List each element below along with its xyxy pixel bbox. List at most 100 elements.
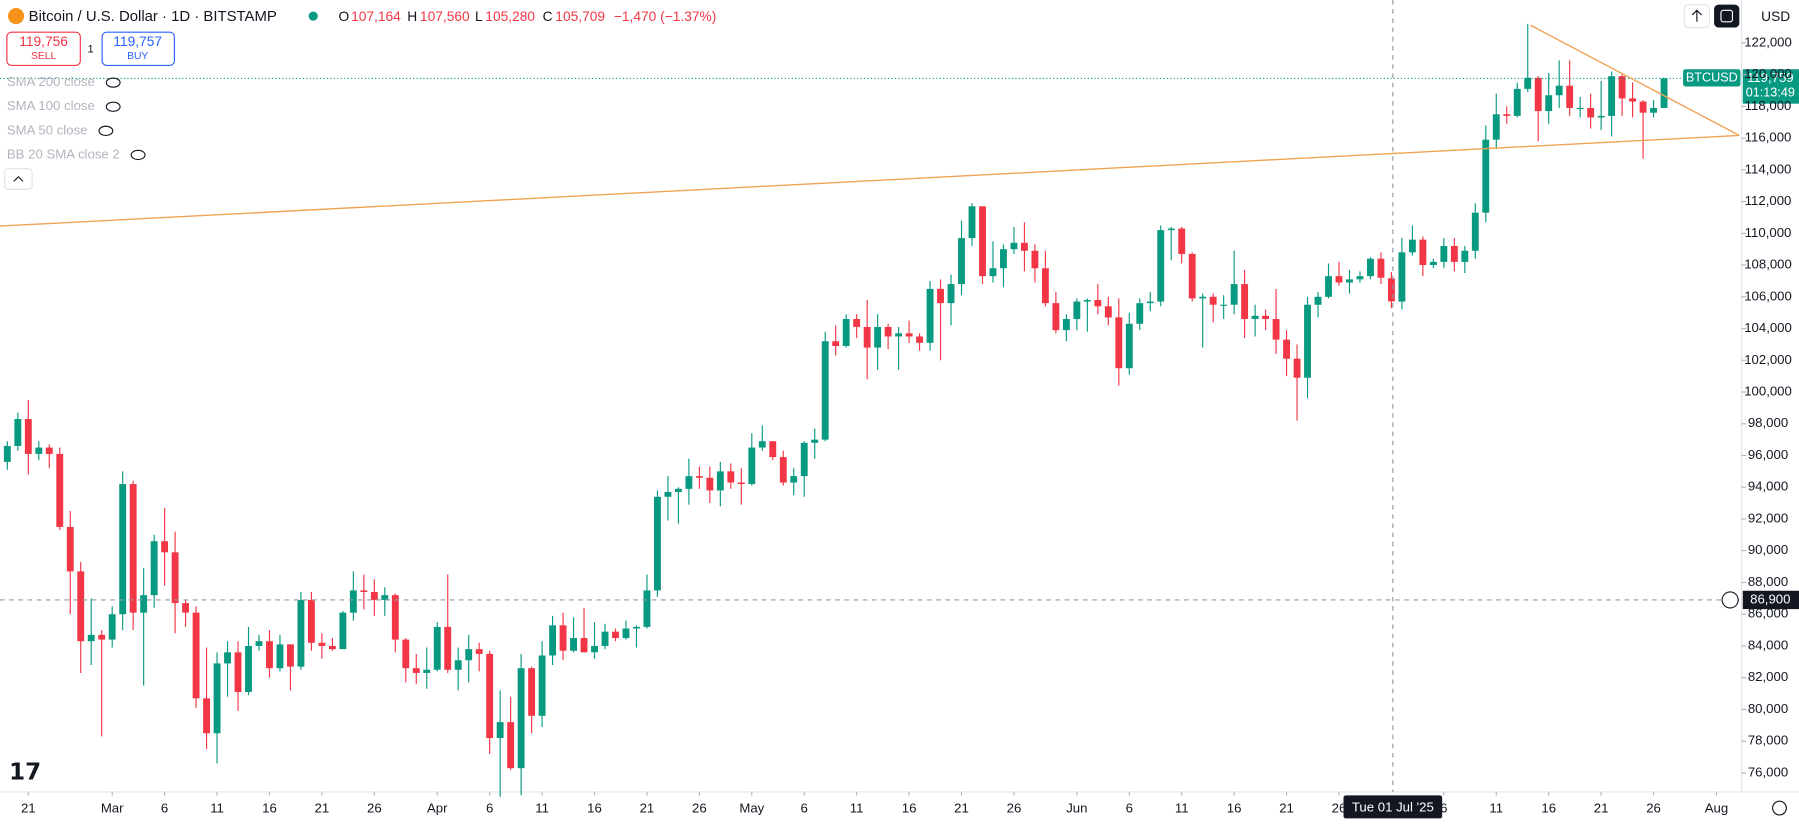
visibility-icon [105,77,121,88]
buy-button[interactable] [101,31,175,66]
legend-change: −1,470 (−1.37%) [614,9,717,24]
x-tick-label: Mar [101,801,124,816]
candle-body [1503,114,1511,116]
candle-body [224,652,231,664]
candle-body [716,471,724,491]
collapse-button[interactable] [4,168,33,190]
status-dot [308,11,318,21]
candle-body [1230,284,1238,305]
visibility-icon [105,101,121,112]
candle-body [1031,250,1039,269]
candle-body [674,488,682,493]
candle-body [1524,77,1532,89]
candle-body [213,663,221,734]
candle-body [958,238,965,285]
candle-body [748,447,756,485]
candle-body [66,526,74,572]
candle-body [1513,88,1521,116]
candle-body [633,626,640,629]
candle-body [1251,315,1259,320]
price-tag-countdown: 01:13:49 [1746,86,1795,100]
candle-body [1167,228,1175,231]
candle-body [905,333,913,337]
legend-h: H [407,9,417,24]
candle-body [926,288,934,343]
x-tick-label: 26 [367,801,382,816]
candle-body [370,591,378,600]
x-tick-label: 6 [161,801,168,816]
x-tick-label: 16 [1227,801,1242,816]
legend-h-value: 107,560 [420,9,470,24]
y-tick-label: 88,000 [1748,574,1788,589]
y-tick-label: 122,000 [1744,34,1792,49]
candle-body [1398,252,1406,302]
candle-body [56,453,64,527]
candle-body [612,631,619,639]
x-tick-label: 16 [262,801,277,816]
x-tick-label: 16 [1541,801,1556,816]
collapse-icon [13,175,24,182]
candle-body [381,595,389,600]
buy-price: 119,757 [113,34,162,49]
buy-label: BUY [127,51,148,62]
y-tick-label: 108,000 [1744,257,1792,272]
candle-body [266,641,273,669]
symbol-title[interactable]: Bitcoin / U.S. Dollar · 1D · BITSTAMP [29,9,277,25]
y-tick-label: 76,000 [1748,764,1788,779]
y-tick-label: 80,000 [1748,701,1788,716]
candle-body [1471,212,1479,251]
candle-body [1440,246,1448,262]
x-tick-label: 21 [1594,801,1609,816]
candle-body [182,603,190,613]
candle-body [108,614,116,640]
x-tick-label: May [739,801,764,816]
indicator-list: SMA 200 close SMA 100 close SMA 50 close BB… [7,74,146,161]
candle-body [318,642,326,646]
x-tick-label: 16 [587,801,602,816]
candle-body [664,492,672,497]
y-tick-label: 102,000 [1744,352,1792,367]
candle-body [486,653,494,739]
candle-body [255,641,263,646]
candle-body [884,326,892,337]
crosshair-date: Tue 01 Jul '25 [1352,800,1434,815]
y-tick-label: 114,000 [1745,161,1792,176]
candle-body [87,634,95,642]
candle-body [1136,303,1144,324]
currency[interactable]: USD [1761,9,1790,24]
candle-body [1062,319,1070,331]
candle-body [444,626,452,670]
x-tick-label: 21 [1279,801,1294,816]
candle-body [1283,339,1291,359]
candle-body [1272,319,1280,340]
logo: 𝟭𝟳 [9,759,41,785]
x-tick-label: 11 [850,801,864,816]
candle-body [496,722,504,739]
fullscreen-button[interactable] [1714,4,1740,28]
candle-body [737,482,745,485]
crosshair-price: 86,900 [1750,591,1790,606]
candle-body [947,284,955,304]
indicator-label: BB 20 SMA close 2 [7,146,120,161]
candle-body [1335,276,1343,283]
indicator-label: SMA 200 close [7,74,95,89]
candle-body [1377,258,1385,278]
x-tick-label: 26 [1646,801,1661,816]
legend-c: C [543,9,553,24]
candle-body [1220,304,1228,306]
sell-label: SELL [31,51,56,62]
candle-body [402,639,410,669]
y-tick-label: 116,000 [1745,130,1792,145]
sell-button[interactable] [6,31,81,66]
x-tick-label: Apr [427,801,448,816]
settings-icon[interactable] [1772,800,1787,816]
candle-body [433,626,441,670]
candle-body [769,441,777,458]
candle-body [203,698,211,734]
x-tick-label: 11 [1489,801,1503,816]
candle-body [465,649,473,661]
x-tick-label: 11 [535,801,549,816]
